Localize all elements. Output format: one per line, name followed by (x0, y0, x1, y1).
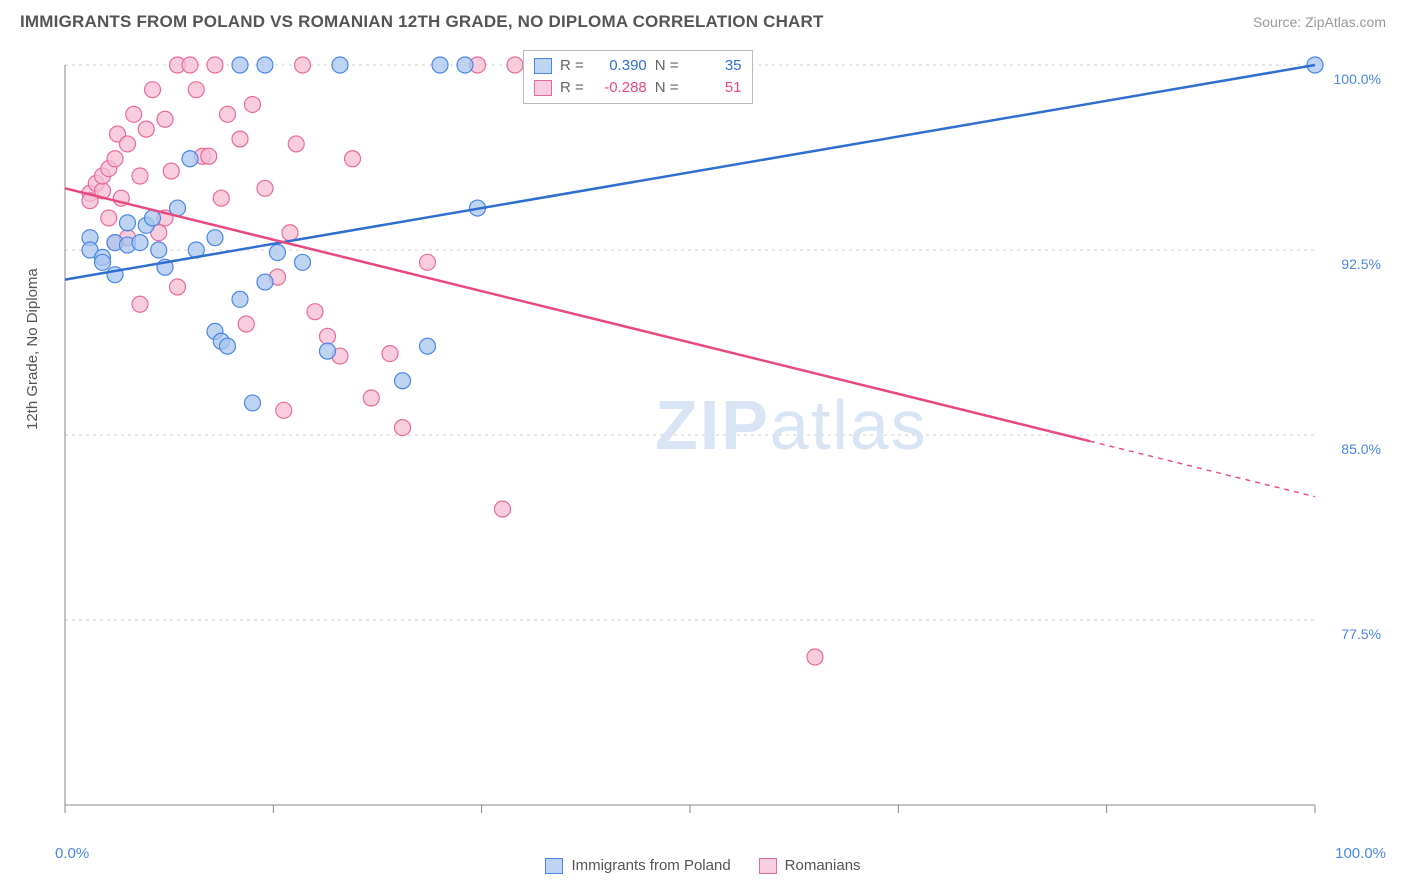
y-tick-label: 100.0% (1334, 71, 1381, 87)
y-tick-label: 77.5% (1341, 626, 1381, 642)
scatter-svg (55, 45, 1385, 835)
correlation-legend: R = 0.390 N = 35 R = -0.288 N = 51 (523, 50, 753, 104)
y-tick-label: 92.5% (1341, 256, 1381, 272)
n-value-blue: 35 (687, 55, 742, 77)
title-bar: IMMIGRANTS FROM POLAND VS ROMANIAN 12TH … (20, 12, 1386, 32)
legend-row-pink: R = -0.288 N = 51 (534, 77, 742, 99)
legend-entry-blue: Immigrants from Poland (545, 857, 730, 874)
swatch-pink (534, 80, 552, 96)
plot-area (55, 45, 1385, 835)
source-label: Source: ZipAtlas.com (1253, 14, 1386, 30)
legend-row-blue: R = 0.390 N = 35 (534, 55, 742, 77)
y-tick-label: 85.0% (1341, 441, 1381, 457)
r-value-pink: -0.288 (592, 77, 647, 99)
chart-title: IMMIGRANTS FROM POLAND VS ROMANIAN 12TH … (20, 12, 824, 32)
legend-entry-pink: Romanians (759, 857, 861, 874)
swatch-blue-icon (545, 858, 563, 874)
swatch-pink-icon (759, 858, 777, 874)
y-axis-label: 12th Grade, No Diploma (24, 268, 41, 430)
n-value-pink: 51 (687, 77, 742, 99)
legend-label-blue: Immigrants from Poland (571, 857, 730, 874)
source-link[interactable]: ZipAtlas.com (1305, 14, 1386, 30)
legend-label-pink: Romanians (785, 857, 861, 874)
r-value-blue: 0.390 (592, 55, 647, 77)
swatch-blue (534, 58, 552, 74)
series-legend: Immigrants from Poland Romanians (0, 857, 1406, 874)
